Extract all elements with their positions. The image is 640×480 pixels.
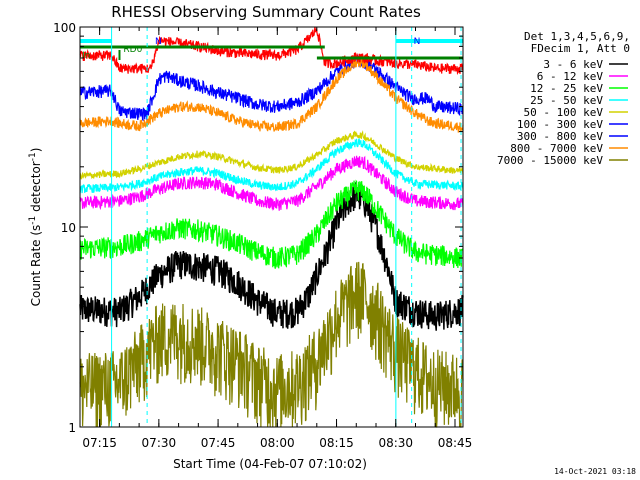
legend-header-2: FDecim 1, Att 0	[531, 42, 630, 55]
series-line-3	[79, 137, 464, 194]
series-line-red	[79, 26, 464, 75]
legend-label: 6 - 12 keV	[537, 70, 604, 83]
rd0-cyan-bar	[80, 39, 112, 43]
x-axis-label: Start Time (04-Feb-07 07:10:02)	[173, 457, 367, 471]
annot-in: In	[82, 51, 90, 61]
y-axis-label-main: Count Rate (s	[29, 225, 43, 307]
legend-label: 300 - 800 keV	[517, 130, 603, 143]
y-ticks: 1 10 100	[53, 21, 463, 435]
series-layer	[79, 26, 464, 428]
x-tick-label: 07:15	[82, 436, 117, 450]
series-line-0	[79, 182, 464, 331]
legend-label: 7000 - 15000 keV	[497, 154, 603, 167]
x-tick-label: 08:00	[260, 436, 295, 450]
x-tick-label: 08:30	[378, 436, 413, 450]
x-tick-label: 08:45	[438, 436, 473, 450]
series-line-4	[79, 130, 464, 180]
legend-header-1: Det 1,3,4,5,6,9,	[524, 30, 630, 43]
y-tick-label: 100	[53, 21, 76, 35]
y-tick-label: 1	[68, 421, 76, 435]
x-tick-label: 07:30	[142, 436, 177, 450]
y-axis-label-sup1: -1	[28, 216, 38, 225]
y-tick-label: 10	[61, 221, 76, 235]
legend: Det 1,3,4,5,6,9, FDecim 1, Att 0 3 - 6 k…	[497, 30, 630, 167]
legend-label: 800 - 7000 keV	[510, 142, 603, 155]
footer-date: 14-Oct-2021 03:18	[554, 467, 636, 476]
y-axis-label-sup2: -1	[28, 152, 38, 161]
y-axis-label-end: )	[29, 148, 43, 153]
series-line-2	[79, 179, 464, 269]
annot-rd0: RD0	[123, 45, 142, 55]
legend-label: 100 - 300 keV	[517, 118, 603, 131]
legend-label: 12 - 25 keV	[530, 82, 603, 95]
series-line-1	[79, 155, 464, 211]
legend-label: 25 - 50 keV	[530, 94, 603, 107]
series-line-5	[79, 53, 464, 122]
legend-label: 3 - 6 keV	[543, 58, 603, 71]
y-axis-label-mid: detector	[29, 161, 43, 216]
x-tick-label: 07:45	[201, 436, 236, 450]
legend-label: 50 - 100 keV	[524, 106, 604, 119]
x-ticks: 07:15 07:30 07:45 08:00 08:15 08:30 08:45	[82, 27, 472, 450]
series-line-7	[79, 58, 464, 133]
annot-n2: N	[414, 37, 421, 47]
annot-n: N	[155, 37, 162, 47]
series-line-8	[79, 261, 464, 428]
y-axis-label: Count Rate (s-1 detector-1)	[28, 148, 43, 307]
chart-title: RHESSI Observing Summary Count Rates	[111, 3, 421, 21]
x-tick-label: 08:15	[319, 436, 354, 450]
rd0-cyan-bar-right	[395, 39, 463, 43]
